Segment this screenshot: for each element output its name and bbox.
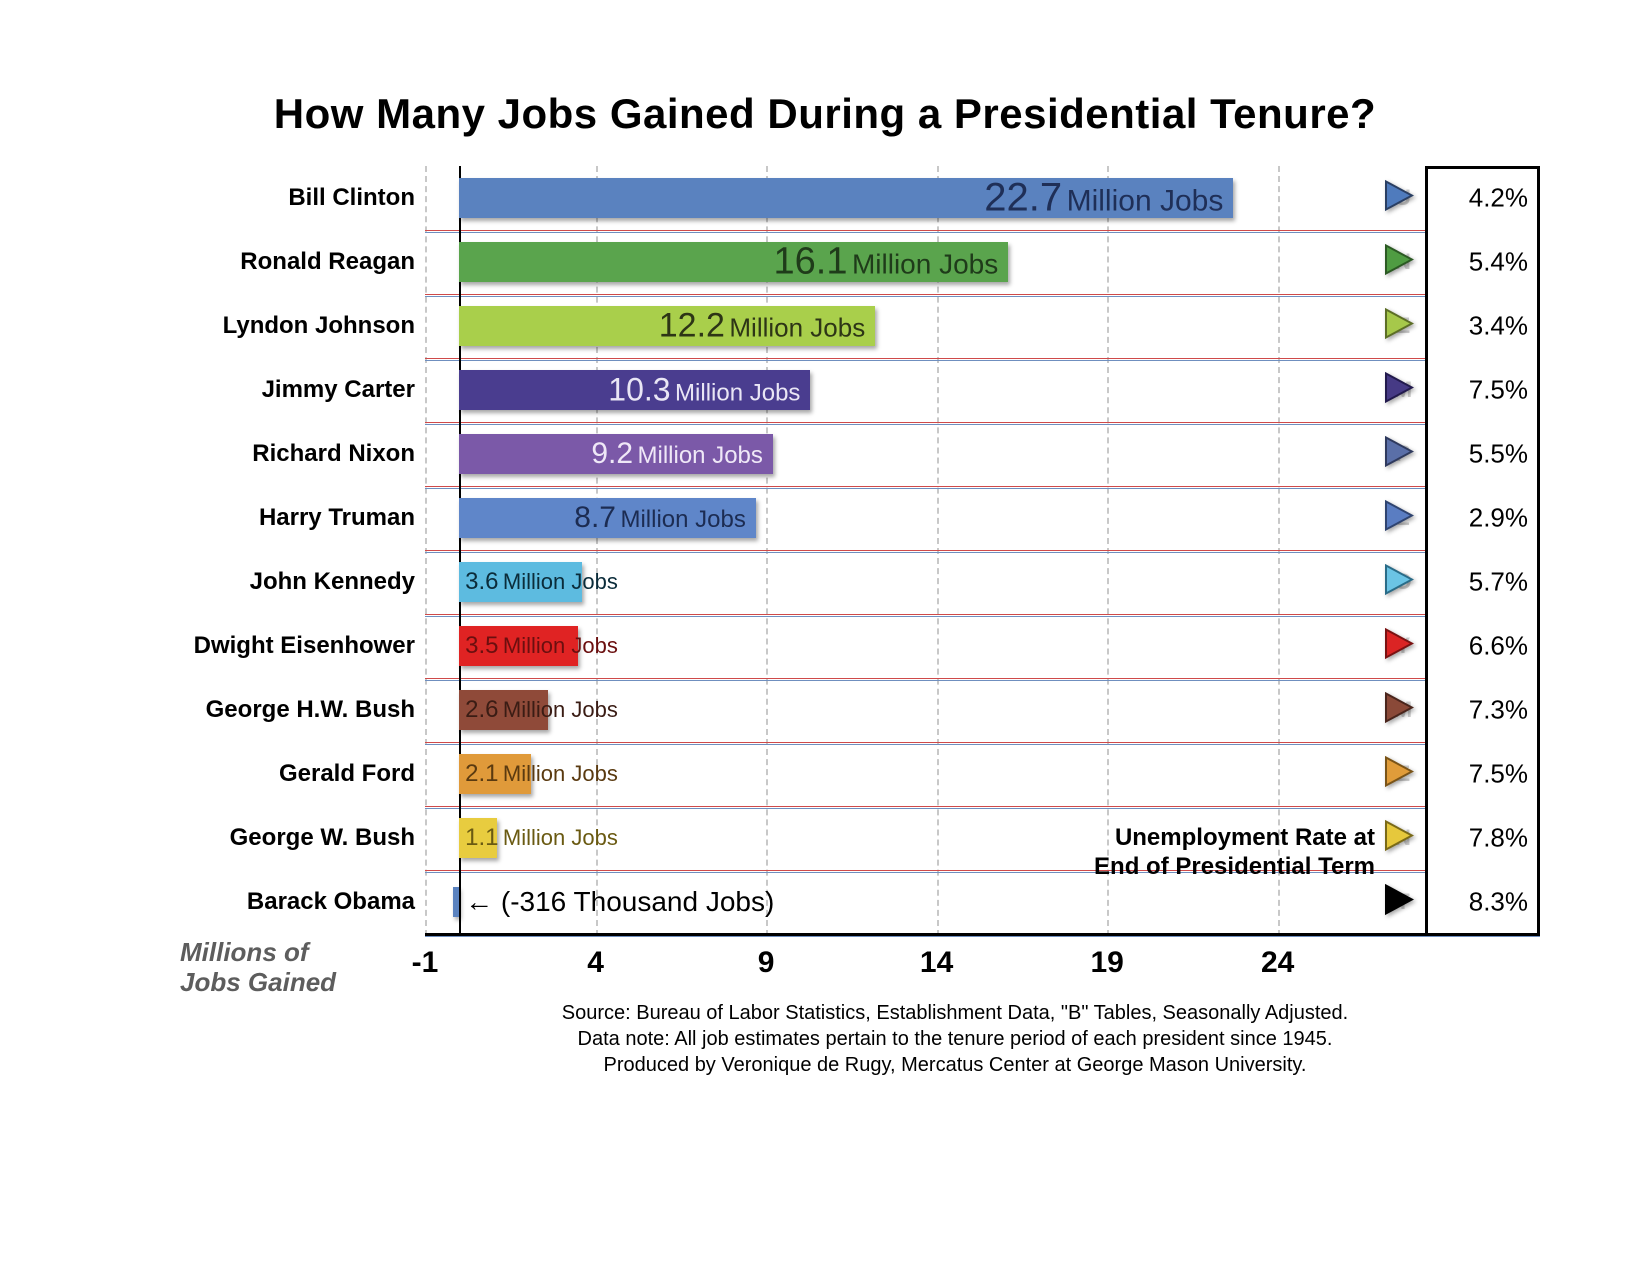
chart-title: How Many Jobs Gained During a Presidenti…	[110, 90, 1540, 138]
president-name: John Kennedy	[250, 568, 415, 596]
bar-value-label: 9.2 Million Jobs	[591, 437, 763, 471]
x-axis-line	[425, 933, 1540, 936]
unemployment-rate: 5.7%	[1469, 567, 1528, 598]
unemployment-rate: 3.4%	[1469, 311, 1528, 342]
triangle-marker-icon	[1384, 628, 1414, 665]
unemployment-rate: 8.3%	[1469, 887, 1528, 918]
source-line: Source: Bureau of Labor Statistics, Esta…	[370, 1000, 1540, 1026]
x-axis-title: Millions ofJobs Gained	[180, 938, 336, 998]
triangle-marker-icon	[1384, 436, 1414, 473]
y-axis-labels: Bill Clinton Ronald Reagan Lyndon Johnson J…	[180, 166, 415, 936]
bar-value-label: 3.5 Million Jobs	[465, 632, 618, 660]
bar-value-label: 2.1 Million Jobs	[465, 760, 618, 788]
x-tick-label: 19	[1090, 946, 1123, 980]
unemployment-rate: 7.5%	[1469, 759, 1528, 790]
bar	[453, 887, 459, 917]
president-name: Dwight Eisenhower	[194, 632, 415, 660]
unemployment-rate: 7.8%	[1469, 823, 1528, 854]
unemployment-rate: 4.2%	[1469, 183, 1528, 214]
x-tick-label: -1	[412, 946, 439, 980]
president-name: Harry Truman	[259, 504, 415, 532]
triangle-marker-icon	[1384, 180, 1414, 217]
bar-value-label: 2.6 Million Jobs	[465, 696, 618, 724]
unemployment-caption: Unemployment Rate atEnd of Presidential …	[1094, 824, 1375, 882]
chart-area: Bill Clinton Ronald Reagan Lyndon Johnson J…	[180, 166, 1540, 936]
source-line: Data note: All job estimates pertain to …	[370, 1026, 1540, 1052]
triangle-marker-icon	[1384, 372, 1414, 409]
gridline	[1278, 166, 1280, 936]
plot-area: UNEMPLOYMENT -149141924Millions ofJobs G…	[425, 166, 1540, 936]
president-name: Richard Nixon	[252, 440, 415, 468]
president-name: Ronald Reagan	[240, 248, 415, 276]
unemployment-rate: 2.9%	[1469, 503, 1528, 534]
bar-value-label: 22.7 Million Jobs	[984, 176, 1223, 221]
president-name: Jimmy Carter	[262, 376, 415, 404]
bar-value-label: 3.6 Million Jobs	[465, 568, 618, 596]
triangle-marker-icon	[1384, 500, 1414, 537]
bar-value-label: 10.3 Million Jobs	[608, 372, 800, 409]
source-line: Produced by Veronique de Rugy, Mercatus …	[370, 1052, 1540, 1078]
triangle-marker-icon	[1384, 308, 1414, 345]
triangle-marker-icon	[1384, 692, 1414, 729]
x-tick-label: 24	[1261, 946, 1294, 980]
gridline	[425, 166, 427, 936]
unemployment-rate: 5.5%	[1469, 439, 1528, 470]
president-name: Barack Obama	[247, 888, 415, 916]
triangle-marker-icon	[1384, 756, 1414, 793]
bar-value-label: 16.1 Million Jobs	[774, 241, 999, 284]
source-note: Source: Bureau of Labor Statistics, Esta…	[370, 1000, 1540, 1078]
bar-value-label: 8.7 Million Jobs	[574, 501, 746, 535]
unemployment-rate: 7.5%	[1469, 375, 1528, 406]
gridline	[1107, 166, 1109, 936]
x-tick-label: 9	[758, 946, 775, 980]
unemployment-column	[1425, 166, 1540, 936]
president-name: George W. Bush	[230, 824, 415, 852]
triangle-marker-icon	[1384, 820, 1414, 857]
bar-value-label: ← (-316 Thousand Jobs)	[465, 886, 774, 918]
triangle-marker-icon	[1384, 244, 1414, 281]
unemployment-rate: 7.3%	[1469, 695, 1528, 726]
president-name: George H.W. Bush	[206, 696, 415, 724]
unemployment-rate: 5.4%	[1469, 247, 1528, 278]
unemployment-rate: 6.6%	[1469, 631, 1528, 662]
chart-page: How Many Jobs Gained During a Presidenti…	[0, 0, 1650, 1275]
president-name: Bill Clinton	[288, 184, 415, 212]
triangle-marker-icon	[1384, 884, 1414, 921]
bar-value-label: 1.1 Million Jobs	[465, 824, 618, 852]
triangle-marker-icon	[1384, 564, 1414, 601]
president-name: Lyndon Johnson	[223, 312, 415, 340]
president-name: Gerald Ford	[279, 760, 415, 788]
x-tick-label: 14	[920, 946, 953, 980]
bar-value-label: 12.2 Million Jobs	[659, 307, 865, 346]
x-tick-label: 4	[587, 946, 604, 980]
